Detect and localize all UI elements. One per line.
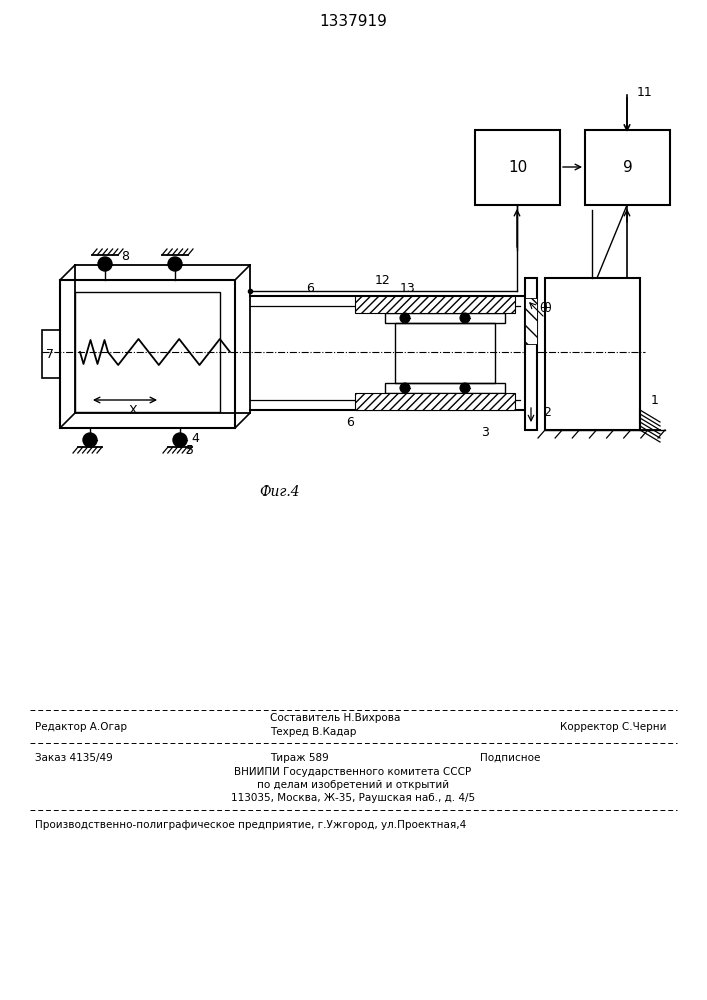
Bar (385, 383, 505, 393)
Bar (585, 130, 670, 205)
Text: θ: θ (543, 302, 551, 314)
Circle shape (400, 313, 410, 323)
Bar (525, 278, 537, 430)
Bar (395, 323, 495, 383)
Text: 2: 2 (543, 406, 551, 418)
Text: Составитель Н.Вихрова: Составитель Н.Вихрова (270, 713, 400, 723)
Circle shape (460, 313, 470, 323)
Circle shape (168, 257, 182, 271)
Text: Корректор С.Черни: Корректор С.Черни (560, 722, 667, 732)
Text: ВНИИПИ Государственного комитета СССР: ВНИИПИ Государственного комитета СССР (235, 767, 472, 777)
Text: 10: 10 (508, 160, 527, 175)
Text: Заказ 4135/49: Заказ 4135/49 (35, 753, 112, 763)
Bar (355, 393, 515, 410)
Text: 5: 5 (186, 444, 194, 458)
Text: 3: 3 (481, 426, 489, 438)
Text: Фиг.4: Фиг.4 (259, 485, 300, 499)
Text: Тираж 589: Тираж 589 (270, 753, 329, 763)
Text: 7: 7 (46, 348, 54, 360)
Circle shape (460, 383, 470, 393)
Text: 4: 4 (191, 432, 199, 444)
Bar (385, 313, 505, 323)
Bar (545, 278, 640, 430)
Bar (60, 280, 235, 428)
Text: 8: 8 (121, 250, 129, 263)
Text: Техред В.Кадар: Техред В.Кадар (270, 727, 356, 737)
Text: 11: 11 (637, 86, 653, 99)
Bar (42, 330, 60, 378)
Bar (525, 298, 537, 344)
Circle shape (173, 433, 187, 447)
Bar (75, 292, 220, 412)
Text: 113035, Москва, Ж-35, Раушская наб., д. 4/5: 113035, Москва, Ж-35, Раушская наб., д. … (231, 793, 475, 803)
Bar (475, 130, 560, 205)
Text: Подписное: Подписное (480, 753, 540, 763)
Text: 6: 6 (346, 416, 354, 428)
Text: по делам изобретений и открытий: по делам изобретений и открытий (257, 780, 449, 790)
Text: θ: θ (539, 302, 547, 314)
Text: 1337919: 1337919 (319, 14, 387, 29)
Circle shape (83, 433, 97, 447)
Text: 13: 13 (400, 282, 416, 294)
Circle shape (98, 257, 112, 271)
Text: Редактор А.Огар: Редактор А.Огар (35, 722, 127, 732)
Text: 1: 1 (651, 393, 659, 406)
Bar (355, 296, 515, 313)
Text: Производственно-полиграфическое предприятие, г.Ужгород, ул.Проектная,4: Производственно-полиграфическое предприя… (35, 820, 466, 830)
Text: X: X (129, 404, 137, 418)
Text: 6: 6 (306, 282, 314, 294)
Text: 12: 12 (375, 274, 391, 288)
Text: 9: 9 (623, 160, 632, 175)
Circle shape (400, 383, 410, 393)
